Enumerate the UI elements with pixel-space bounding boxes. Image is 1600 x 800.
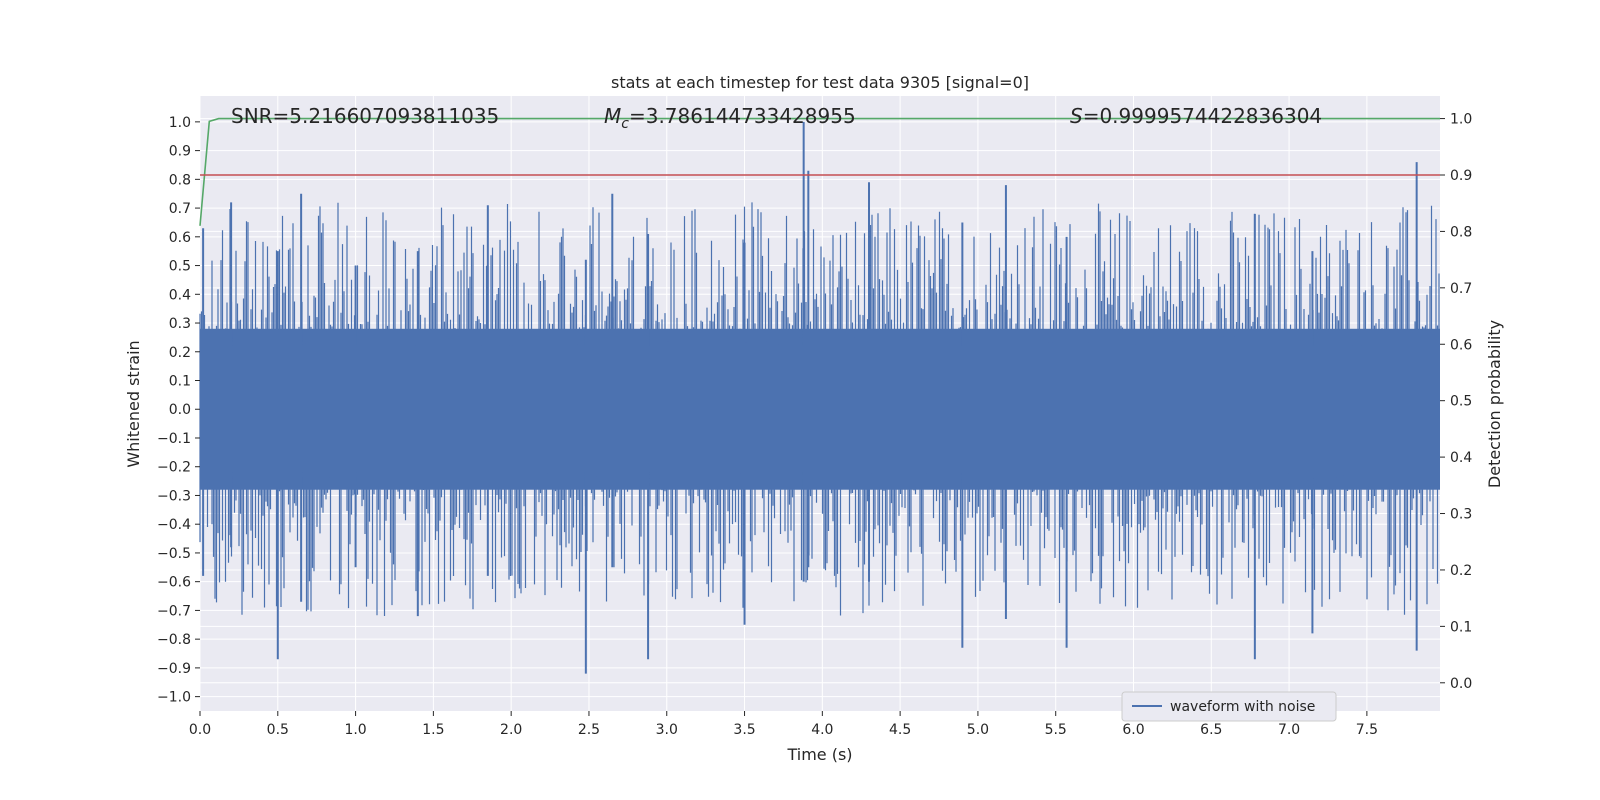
y-tick-label: −0.6 <box>157 575 191 591</box>
y-tick-label: −0.4 <box>157 517 191 533</box>
legend-box <box>1121 691 1337 722</box>
x-tick-label: 7.5 <box>1356 722 1378 738</box>
overlay-lines <box>199 117 1440 226</box>
x-tick-label: 2.5 <box>578 722 600 738</box>
y-tick-label: −0.9 <box>157 661 191 677</box>
x-tick-label: 3.5 <box>733 722 755 738</box>
x-tick-label: 5.5 <box>1045 722 1067 738</box>
y2-tick-label: 0.4 <box>1450 450 1472 466</box>
y-tick-label: −0.8 <box>157 632 191 648</box>
y-tick-label: 0.8 <box>169 172 191 188</box>
chart-title: stats at each timestep for test data 930… <box>611 73 1029 92</box>
y2-tick-label: 0.5 <box>1450 394 1472 410</box>
y-tick-label: 0.4 <box>169 287 191 303</box>
y-tick-label: −1.0 <box>157 690 191 706</box>
y-ticks: 1.0 0.9 0.8 0.7 0.6 0.5 0.4 0.3 0.2 0.1 0.0 −0.1 −0.… <box>157 115 200 706</box>
legend: waveform with noise <box>1121 691 1337 722</box>
y-tick-label: −0.2 <box>157 460 191 476</box>
x-axis-label: Time (s) <box>786 745 852 764</box>
chirp-mass-annotation: Mc=3.786144733428955 <box>604 104 856 132</box>
detection-probability-line <box>199 117 1440 226</box>
x-tick-label: 0.5 <box>267 722 289 738</box>
mc-symbol: M <box>604 104 621 128</box>
s-annotation: S=0.9999574422836304 <box>1070 104 1322 128</box>
x-tick-label: 4.0 <box>811 722 833 738</box>
y2-tick-label: 0.7 <box>1450 281 1472 297</box>
y-tick-label: 0.2 <box>169 345 191 361</box>
y-tick-label: −0.1 <box>157 431 191 447</box>
y-tick-label: 0.6 <box>169 230 191 246</box>
y2-tick-label: 0.6 <box>1450 337 1472 353</box>
y-tick-label: 0.3 <box>169 316 191 332</box>
y2-tick-label: 1.0 <box>1450 112 1472 128</box>
x-tick-label: 1.5 <box>422 722 444 738</box>
x-tick-label: 3.0 <box>656 722 678 738</box>
x-tick-label: 7.0 <box>1278 722 1300 738</box>
y-tick-label: 0.1 <box>169 374 191 390</box>
y2-axis-label: Detection probability <box>1485 320 1504 488</box>
y2-tick-label: 0.8 <box>1450 224 1472 240</box>
snr-annotation: SNR=5.216607093811035 <box>231 104 499 128</box>
y-tick-label: −0.5 <box>157 546 191 562</box>
y-tick-label: 0.9 <box>169 144 191 160</box>
legend-label: waveform with noise <box>1170 699 1315 715</box>
x-tick-label: 2.0 <box>500 722 522 738</box>
y2-tick-label: 0.2 <box>1450 563 1472 579</box>
y-axis-label: Whitened strain <box>124 340 143 467</box>
x-tick-label: 1.0 <box>344 722 366 738</box>
x-tick-label: 5.0 <box>967 722 989 738</box>
strain-series <box>199 121 1440 674</box>
y-tick-label: −0.7 <box>157 603 191 619</box>
x-tick-label: 6.0 <box>1122 722 1144 738</box>
y-tick-label: 1.0 <box>169 115 191 131</box>
y2-tick-label: 0.1 <box>1450 619 1472 635</box>
x-ticks: 0.0 0.5 1.0 1.5 2.0 2.5 3.0 3.5 4.0 4.5 5.0 5.5 6.0 6… <box>189 711 1378 738</box>
y-tick-label: 0.7 <box>169 201 191 217</box>
y2-tick-label: 0.0 <box>1450 676 1472 692</box>
x-tick-label: 0.0 <box>189 722 211 738</box>
y2-tick-label: 0.3 <box>1450 507 1472 523</box>
y-tick-label: 0.0 <box>169 402 191 418</box>
s-value: =0.9999574422836304 <box>1083 104 1322 128</box>
mc-value: =3.786144733428955 <box>629 104 856 128</box>
x-tick-label: 4.5 <box>889 722 911 738</box>
s-symbol: S <box>1070 104 1083 128</box>
y-tick-label: −0.3 <box>157 488 191 504</box>
x-tick-label: 6.5 <box>1200 722 1222 738</box>
mc-subscript: c <box>621 116 629 132</box>
y2-tick-label: 0.9 <box>1450 168 1472 184</box>
y-tick-label: 0.5 <box>169 259 191 275</box>
y2-ticks: 1.0 0.9 0.8 0.7 0.6 0.5 0.4 0.3 0.2 0.1 0.0 <box>1440 112 1472 692</box>
